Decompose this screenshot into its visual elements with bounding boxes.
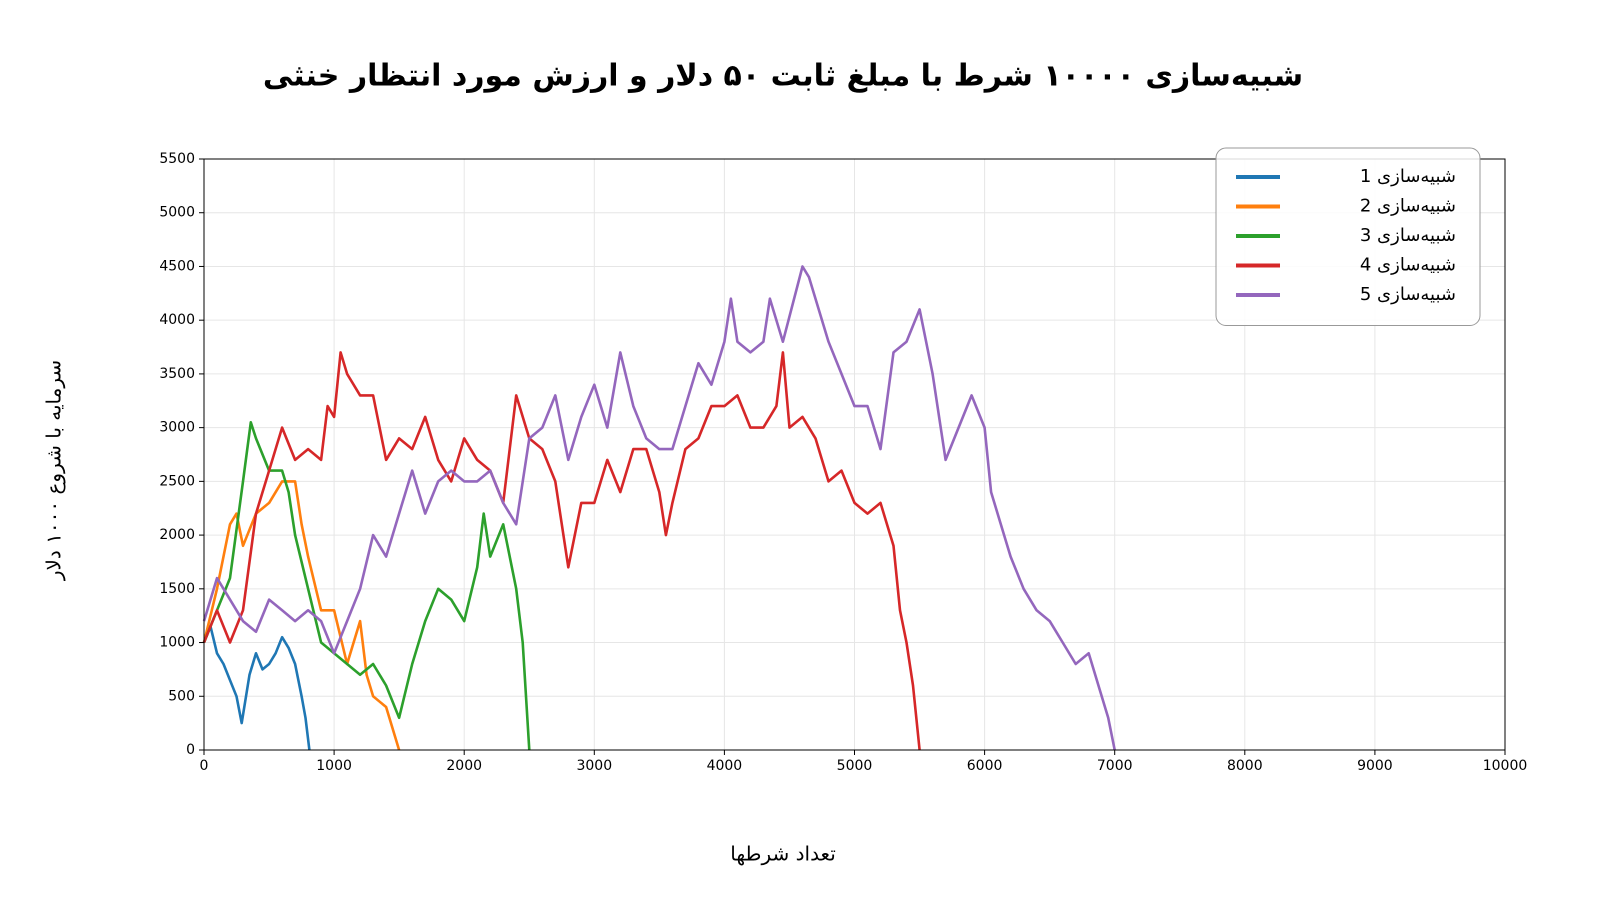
- y-tick-label: 1000: [159, 635, 195, 651]
- x-tick-label: 8000: [1227, 758, 1263, 774]
- y-tick-label: 500: [168, 688, 195, 704]
- x-tick-label: 3000: [576, 758, 612, 774]
- y-tick-label: 1500: [159, 581, 195, 597]
- y-tick-label: 0: [186, 742, 195, 758]
- y-tick-label: 3500: [159, 366, 195, 382]
- legend-label: شبیه‌سازی 5: [1360, 284, 1456, 305]
- x-tick-label: 0: [200, 758, 209, 774]
- legend-box: [1215, 147, 1481, 326]
- legend-label: شبیه‌سازی 4: [1360, 255, 1456, 276]
- y-tick-label: 4000: [159, 312, 195, 328]
- series-line: [202, 265, 1116, 751]
- series-line: [202, 351, 921, 751]
- x-tick-label: 10000: [1483, 758, 1528, 774]
- series-line: [202, 625, 311, 751]
- x-tick-label: 4000: [707, 758, 743, 774]
- y-tick-label: 2000: [159, 527, 195, 543]
- y-tick-label: 4500: [159, 258, 195, 274]
- y-tick-label: 2500: [159, 473, 195, 489]
- legend-label: شبیه‌سازی 3: [1360, 225, 1456, 246]
- y-axis-label: سرمایه با شروع ۱۰۰۰ دلار: [42, 360, 66, 581]
- x-tick-label: 2000: [446, 758, 482, 774]
- x-tick-label: 6000: [967, 758, 1003, 774]
- x-tick-label: 5000: [837, 758, 873, 774]
- x-tick-label: 9000: [1357, 758, 1393, 774]
- lines: [202, 265, 1116, 751]
- legend: شبیه‌سازی 1 شبیه‌سازی 2 شبیه‌سازی 3 شبیه‌سا…: [1215, 147, 1481, 326]
- x-axis-label: تعداد شرطها: [730, 842, 836, 866]
- x-tick-label: 1000: [316, 758, 352, 774]
- y-tick-label: 5000: [159, 205, 195, 221]
- x-tick-label: 7000: [1097, 758, 1133, 774]
- legend-label: شبیه‌سازی 2: [1360, 196, 1456, 217]
- y-tick-label: 5500: [159, 151, 195, 167]
- chart-title: شبیه‌سازی ۱۰۰۰۰ شرط با مبلغ ثابت ۵۰ دلار…: [263, 59, 1303, 94]
- legend-label: شبیه‌سازی 1: [1360, 166, 1456, 187]
- series-line: [202, 421, 531, 751]
- y-tick-label: 3000: [159, 420, 195, 436]
- ticks: 0 1000 2000 3000 4000 5000 6000 7000 8000 9000 100…: [159, 151, 1527, 774]
